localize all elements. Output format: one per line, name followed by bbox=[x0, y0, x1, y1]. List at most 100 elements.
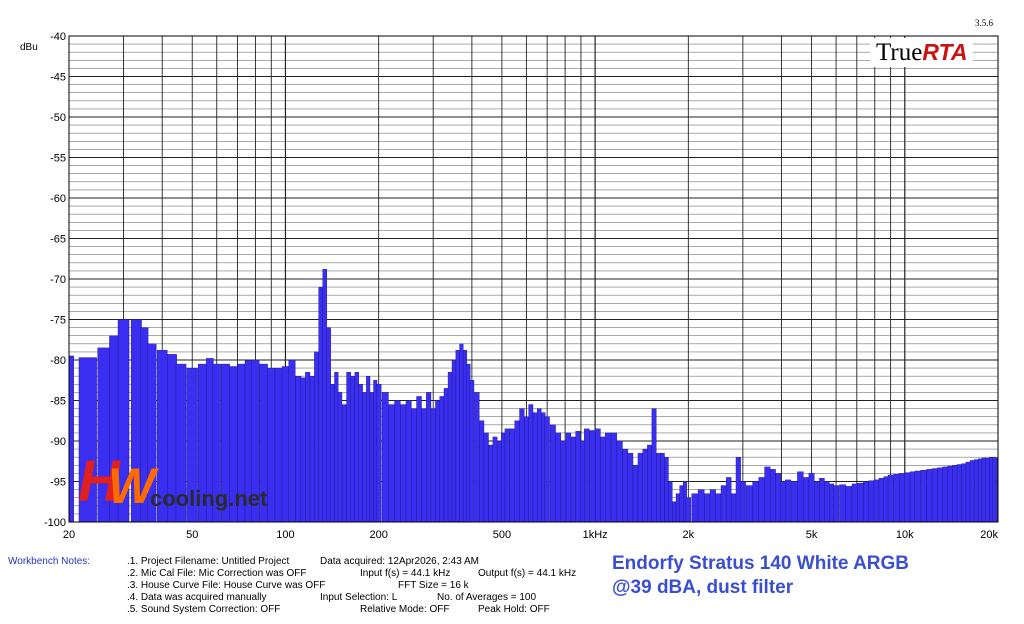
brand-suffix: RTA bbox=[922, 39, 968, 65]
spectrum-bar bbox=[937, 467, 943, 523]
version-label: 3.5.6 bbox=[975, 18, 993, 28]
x-tick-label: 20k bbox=[980, 529, 998, 541]
spectrum-bar bbox=[739, 481, 746, 523]
spectrum-bar bbox=[594, 428, 601, 523]
watermark-h-letter: H bbox=[78, 449, 120, 514]
spectrum-bar bbox=[969, 460, 975, 523]
spectrum-bar bbox=[509, 428, 515, 523]
y-tick-label: -85 bbox=[50, 396, 66, 408]
spectrum-bar bbox=[570, 436, 576, 523]
spectrum-bar bbox=[474, 392, 480, 523]
spectrum-bar bbox=[764, 466, 771, 523]
spectrum-bar bbox=[334, 371, 339, 523]
output-fs: Output f(s) = 44.1 kHz bbox=[478, 568, 577, 579]
spectrum-bar bbox=[824, 481, 830, 523]
x-tick-label: 500 bbox=[493, 529, 511, 541]
note-2: .2. Mic Cal File: Mic Correction was OFF bbox=[127, 568, 307, 579]
spectrum-bar bbox=[660, 452, 665, 523]
peak-hold: Peak Hold: OFF bbox=[478, 604, 550, 615]
spectrum-bar bbox=[808, 473, 815, 523]
spectrum-bar bbox=[580, 440, 585, 523]
spectrum-bar bbox=[416, 396, 422, 523]
spectrum-bar bbox=[857, 482, 864, 523]
spectrum-bar bbox=[973, 459, 979, 523]
spectrum-bar bbox=[479, 420, 485, 523]
spectrum-bar bbox=[300, 377, 306, 523]
brand-prefix: True bbox=[876, 39, 923, 66]
y-tick-label: -50 bbox=[50, 112, 66, 124]
spectrum-bar bbox=[863, 481, 869, 523]
spectrum-bar bbox=[560, 440, 567, 523]
spectrum-bar bbox=[977, 458, 983, 523]
spectrum-bar bbox=[305, 371, 311, 523]
spectrum-bar bbox=[549, 424, 556, 523]
spectrum-bar bbox=[647, 444, 653, 523]
spectrum-bar bbox=[488, 444, 494, 523]
spectrum-bar bbox=[463, 350, 467, 523]
spectrum-bar bbox=[354, 371, 359, 523]
spectrum-bar bbox=[455, 350, 460, 523]
x-tick-label: 1kHz bbox=[583, 529, 608, 541]
spectrum-bar bbox=[952, 465, 958, 523]
spectrum-bar bbox=[426, 392, 432, 523]
spectrum-bar bbox=[309, 376, 315, 523]
x-tick-label: 10k bbox=[896, 529, 914, 541]
note-1: .1. Project Filename: Untitled Project bbox=[127, 556, 290, 567]
spectrum-bar bbox=[887, 474, 894, 523]
spectrum-bar bbox=[496, 440, 502, 523]
spectrum-bar bbox=[965, 461, 971, 523]
spectrum-bar bbox=[610, 432, 618, 523]
spectrum-bar bbox=[989, 457, 994, 523]
watermark-w-letter: W bbox=[108, 458, 156, 514]
spectrum-bar bbox=[704, 493, 711, 523]
spectrum-bar bbox=[926, 469, 933, 523]
x-tick-label: 20 bbox=[63, 529, 75, 541]
spectrum-bar bbox=[532, 412, 538, 523]
spectrum-bar bbox=[878, 478, 884, 523]
caption-line-2: @39 dBA, dust filter bbox=[612, 577, 794, 598]
spectrum-bar bbox=[375, 384, 382, 523]
fft-size: FFT Size = 16 k bbox=[398, 580, 469, 591]
spectrum-bar bbox=[622, 448, 629, 523]
spectrum-bar bbox=[814, 481, 820, 523]
spectrum-bar bbox=[411, 408, 417, 523]
spectrum-bar bbox=[942, 466, 948, 523]
spectrum-bar bbox=[642, 448, 648, 523]
spectrum-bar bbox=[314, 351, 319, 523]
spectrum-bar bbox=[575, 431, 581, 523]
x-tick-label: 100 bbox=[276, 529, 294, 541]
spectrum-bar bbox=[394, 400, 401, 523]
spectrum-bar bbox=[726, 477, 732, 523]
spectrum-bar bbox=[523, 416, 529, 523]
spectrum-bar bbox=[675, 493, 680, 523]
spectrum-bar bbox=[803, 477, 810, 523]
spectrum-bar bbox=[985, 457, 990, 523]
spectrum-bar bbox=[672, 501, 677, 523]
x-axis: 20 50 100 200 500 1kHz 2k 5k 10k 20k bbox=[63, 529, 999, 541]
spectrum-bar bbox=[400, 404, 407, 523]
spectrum-bar bbox=[555, 432, 562, 523]
spectrum-bar bbox=[947, 465, 953, 523]
spectrum-bar bbox=[956, 464, 962, 523]
spectrum-bar bbox=[833, 485, 840, 523]
spectrum-bar bbox=[565, 432, 572, 523]
spectrum-bar bbox=[501, 432, 506, 523]
spectrum-bar bbox=[322, 269, 328, 523]
spectrum-bar bbox=[358, 384, 363, 523]
spectrum-bar bbox=[519, 408, 525, 523]
spectrum-bar bbox=[504, 428, 510, 523]
spectrum-bar bbox=[616, 440, 623, 523]
spectrum-bar bbox=[459, 343, 464, 523]
spectrum-bar bbox=[346, 371, 351, 523]
spectrum-bar bbox=[295, 376, 302, 523]
y-axis: -40 -45 -50 -55 -60 -65 -70 -75 -80 -85 -90 -95 -100 bbox=[44, 31, 66, 529]
note-4: .4. Data was acquired manually bbox=[127, 592, 267, 603]
spectrum-bar bbox=[421, 408, 427, 523]
spectrum-bar bbox=[664, 457, 669, 523]
relative-mode: Relative Mode: OFF bbox=[360, 604, 450, 615]
spectrum-bar bbox=[679, 485, 684, 523]
spectrum-bar bbox=[992, 457, 997, 523]
spectrum-bar bbox=[544, 416, 550, 523]
spectrum-bar bbox=[627, 452, 634, 523]
spectrum-bar bbox=[868, 480, 875, 523]
